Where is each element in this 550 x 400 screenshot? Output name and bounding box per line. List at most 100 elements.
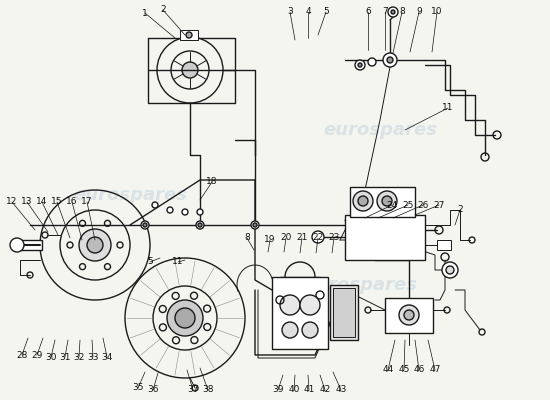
- Text: 19: 19: [264, 236, 276, 244]
- Text: 37: 37: [187, 386, 199, 394]
- Text: 7: 7: [382, 8, 388, 16]
- Circle shape: [358, 63, 362, 67]
- Bar: [437, 240, 451, 250]
- Bar: [180, 30, 198, 40]
- Text: 18: 18: [206, 178, 218, 186]
- Circle shape: [79, 229, 111, 261]
- Bar: [385, 298, 433, 333]
- Circle shape: [387, 57, 393, 63]
- Circle shape: [152, 202, 158, 208]
- Text: eurospares: eurospares: [73, 186, 187, 204]
- Text: 28: 28: [16, 350, 28, 360]
- Circle shape: [355, 60, 365, 70]
- Text: 20: 20: [280, 234, 292, 242]
- Circle shape: [446, 266, 454, 274]
- Circle shape: [382, 196, 392, 206]
- Bar: [345, 215, 425, 260]
- Text: 39: 39: [272, 386, 284, 394]
- Text: 25: 25: [402, 200, 414, 210]
- Text: 23: 23: [328, 234, 340, 242]
- Text: 4: 4: [305, 8, 311, 16]
- Circle shape: [143, 223, 147, 227]
- Text: 33: 33: [87, 352, 99, 362]
- Text: 40: 40: [288, 386, 300, 394]
- Text: 8: 8: [244, 234, 250, 242]
- Circle shape: [280, 295, 300, 315]
- Circle shape: [302, 322, 318, 338]
- Text: 30: 30: [45, 352, 57, 362]
- Text: 47: 47: [430, 366, 441, 374]
- Circle shape: [175, 308, 195, 328]
- Text: 5: 5: [147, 258, 153, 266]
- Text: 2: 2: [457, 206, 463, 214]
- Circle shape: [182, 62, 198, 78]
- Text: 32: 32: [73, 352, 85, 362]
- Text: 44: 44: [382, 366, 394, 374]
- Circle shape: [383, 53, 397, 67]
- Text: 8: 8: [399, 8, 405, 16]
- Circle shape: [442, 262, 458, 278]
- Circle shape: [198, 223, 202, 227]
- Text: 26: 26: [417, 200, 428, 210]
- Circle shape: [368, 58, 376, 66]
- Text: 11: 11: [172, 258, 184, 266]
- Text: 36: 36: [147, 386, 159, 394]
- Text: 5: 5: [323, 8, 329, 16]
- Circle shape: [251, 221, 259, 229]
- Text: eurospares: eurospares: [303, 276, 417, 294]
- Text: 29: 29: [31, 350, 43, 360]
- Circle shape: [391, 10, 395, 14]
- Text: 34: 34: [101, 352, 113, 362]
- Text: 14: 14: [36, 198, 48, 206]
- Text: 3: 3: [287, 8, 293, 16]
- Text: 13: 13: [21, 198, 33, 206]
- Text: 10: 10: [431, 8, 443, 16]
- Text: 27: 27: [433, 200, 445, 210]
- Text: 16: 16: [66, 198, 78, 206]
- Circle shape: [399, 305, 419, 325]
- Circle shape: [300, 295, 320, 315]
- Text: 42: 42: [320, 386, 331, 394]
- Bar: [350, 187, 415, 217]
- Bar: [333, 288, 355, 337]
- Text: 31: 31: [59, 352, 71, 362]
- Circle shape: [358, 196, 368, 206]
- Circle shape: [282, 322, 298, 338]
- Circle shape: [253, 223, 257, 227]
- Text: 35: 35: [132, 384, 144, 392]
- Circle shape: [141, 221, 149, 229]
- Text: 43: 43: [336, 386, 346, 394]
- Text: 41: 41: [303, 386, 315, 394]
- Circle shape: [197, 209, 203, 215]
- Text: 15: 15: [51, 198, 63, 206]
- Circle shape: [196, 221, 204, 229]
- Text: 17: 17: [81, 198, 93, 206]
- Bar: [17, 240, 42, 250]
- Text: 9: 9: [416, 8, 422, 16]
- Bar: [330, 285, 358, 340]
- Text: 45: 45: [398, 366, 410, 374]
- Text: 46: 46: [413, 366, 425, 374]
- Bar: [272, 277, 328, 349]
- Circle shape: [167, 300, 203, 336]
- Text: eurospares: eurospares: [323, 121, 437, 139]
- Circle shape: [404, 310, 414, 320]
- Text: 1: 1: [142, 8, 148, 18]
- Circle shape: [182, 209, 188, 215]
- Circle shape: [353, 191, 373, 211]
- Text: 22: 22: [312, 234, 323, 242]
- Circle shape: [377, 191, 397, 211]
- Text: 2: 2: [160, 6, 166, 14]
- Circle shape: [312, 231, 324, 243]
- Text: 11: 11: [442, 104, 454, 112]
- Text: 21: 21: [296, 234, 307, 242]
- Text: 12: 12: [6, 198, 18, 206]
- Text: 6: 6: [365, 8, 371, 16]
- Text: 24: 24: [386, 200, 398, 210]
- Circle shape: [186, 32, 192, 38]
- Circle shape: [167, 207, 173, 213]
- Circle shape: [10, 238, 24, 252]
- Circle shape: [388, 7, 398, 17]
- Circle shape: [87, 237, 103, 253]
- Text: 38: 38: [202, 386, 214, 394]
